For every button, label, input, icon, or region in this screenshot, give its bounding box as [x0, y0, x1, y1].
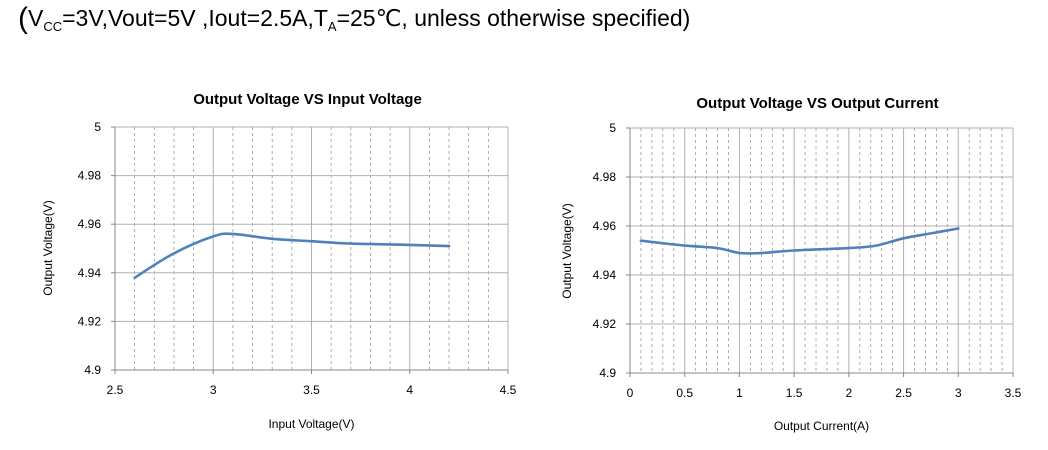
chart2-series-line — [639, 227, 960, 255]
chart2-y-tick-label: 4.96 — [593, 219, 617, 233]
chart2-x-axis-label: Output Current(A) — [774, 419, 869, 433]
chart1-y-tick-label: 4.94 — [78, 266, 102, 280]
chart1-series-line — [133, 232, 451, 279]
chart1-y-tick-label: 5 — [94, 120, 101, 134]
chart2-x-tick-label: 1.5 — [786, 386, 803, 400]
chart2-title: Output Voltage VS Output Current — [696, 95, 938, 112]
chart2-x-tick-label: 3.5 — [1005, 386, 1022, 400]
chart1-x-tick-label: 3 — [210, 383, 217, 397]
chart2-x-tick-label: 1 — [736, 386, 743, 400]
chart2-y-tick-label: 4.98 — [593, 170, 617, 184]
chart2-y-tick-label: 4.94 — [593, 268, 617, 282]
chart1-x-tick-label: 4 — [406, 383, 413, 397]
chart2-x-tick-label: 2 — [846, 386, 853, 400]
heading-cc-subscript: CC — [43, 19, 63, 34]
chart1-y-tick-label: 4.92 — [78, 314, 102, 328]
page-heading: (VCC=3V,Vout=5V ,Iout=2.5A,TA=25℃, unles… — [18, 2, 690, 36]
chart1-x-tick-label: 2.5 — [107, 383, 124, 397]
chart2-y-axis-label: Output Voltage(V) — [560, 203, 574, 298]
chart1-y-tick-label: 4.9 — [84, 363, 101, 377]
chart1-title: Output Voltage VS Input Voltage — [193, 91, 422, 108]
chart1-y-tick-label: 4.98 — [78, 169, 102, 183]
chart2-x-tick-label: 0.5 — [676, 386, 693, 400]
chart1-y-axis-label: Output Voltage(V) — [41, 200, 55, 295]
chart2-x-tick-label: 3 — [955, 386, 962, 400]
heading-a-subscript: A — [327, 19, 337, 34]
chart1-x-tick-label: 3.5 — [303, 383, 320, 397]
chart2-x-tick-label: 0 — [627, 386, 634, 400]
chart2-y-tick-label: 5 — [609, 121, 616, 135]
heading-temperature: =25℃, unless otherwise specified) — [336, 5, 691, 31]
chart1-x-tick-label: 4.5 — [500, 383, 517, 397]
heading-open-paren: ( — [18, 2, 28, 35]
chart1-y-tick-label: 4.96 — [78, 217, 102, 231]
heading-conditions: =3V,Vout=5V ,Iout=2.5A,T — [62, 5, 328, 31]
chart1-x-axis-label: Input Voltage(V) — [268, 417, 354, 431]
heading-v: V — [28, 5, 44, 31]
chart2-y-tick-label: 4.9 — [599, 366, 616, 380]
chart2-x-tick-label: 2.5 — [895, 386, 912, 400]
chart2-y-tick-label: 4.92 — [593, 317, 617, 331]
